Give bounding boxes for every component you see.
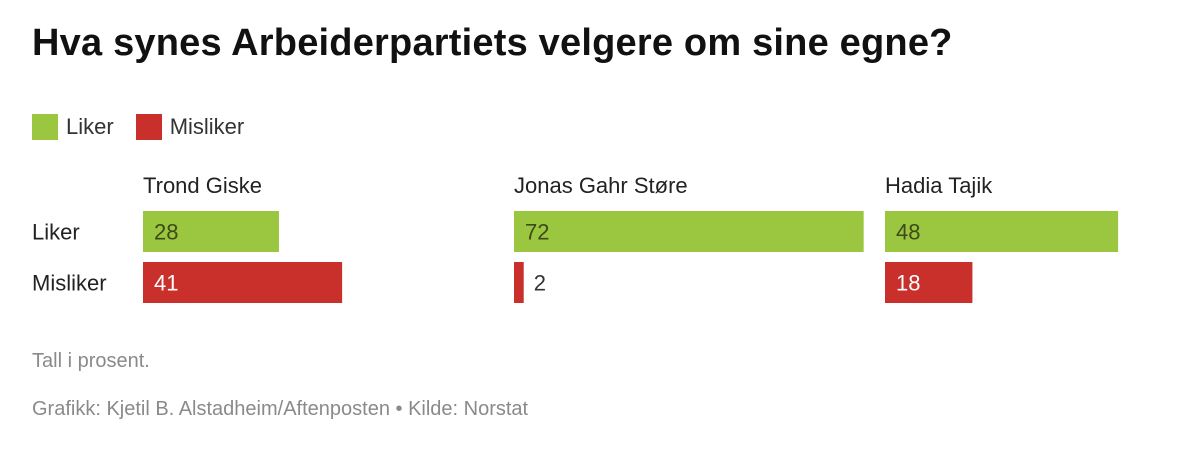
legend-swatch-liker: [32, 114, 58, 140]
data-label-trond-giske-liker: 28: [154, 220, 178, 245]
bar-jonas-gahr-st-re-liker: [514, 211, 864, 252]
data-label-hadia-tajik-liker: 48: [896, 220, 920, 245]
legend-label-liker: Liker: [66, 114, 114, 139]
row-label-misliker: Misliker: [32, 271, 107, 296]
legend-swatch-misliker: [135, 114, 162, 140]
legend-item-liker: Liker: [32, 114, 114, 140]
panel-header-jonas-gahr-st-re: Jonas Gahr Støre: [514, 173, 688, 198]
legend-label-misliker: Misliker: [169, 114, 245, 139]
data-label-trond-giske-misliker: 41: [154, 271, 178, 296]
panel-header-trond-giske: Trond Giske: [143, 173, 262, 198]
legend: Liker Misliker: [32, 114, 266, 140]
data-label-jonas-gahr-st-re-liker: 72: [525, 220, 549, 245]
bar-trond-giske-liker: [143, 211, 279, 252]
bar-chart: Liker Misliker Trond Giske 28 41 Jonas Gahr S…: [32, 173, 1119, 303]
footnote: Tall i prosent.: [32, 350, 150, 372]
data-label-jonas-gahr-st-re-misliker: 2: [534, 271, 546, 296]
row-label-liker: Liker: [32, 220, 80, 245]
bar-jonas-gahr-st-re-misliker: [514, 262, 524, 303]
data-label-hadia-tajik-misliker: 18: [896, 271, 920, 296]
bar-trond-giske-misliker: [143, 262, 343, 303]
credit-line: Grafikk: Kjetil B. Alstadheim/Aftenposte…: [32, 398, 529, 420]
bar-hadia-tajik-misliker: [885, 262, 973, 303]
legend-item-misliker: Misliker: [135, 114, 245, 140]
chart-title: Hva synes Arbeiderpartiets velgere om si…: [32, 22, 953, 64]
panel-header-hadia-tajik: Hadia Tajik: [885, 173, 993, 198]
bar-hadia-tajik-liker: [885, 211, 1119, 252]
